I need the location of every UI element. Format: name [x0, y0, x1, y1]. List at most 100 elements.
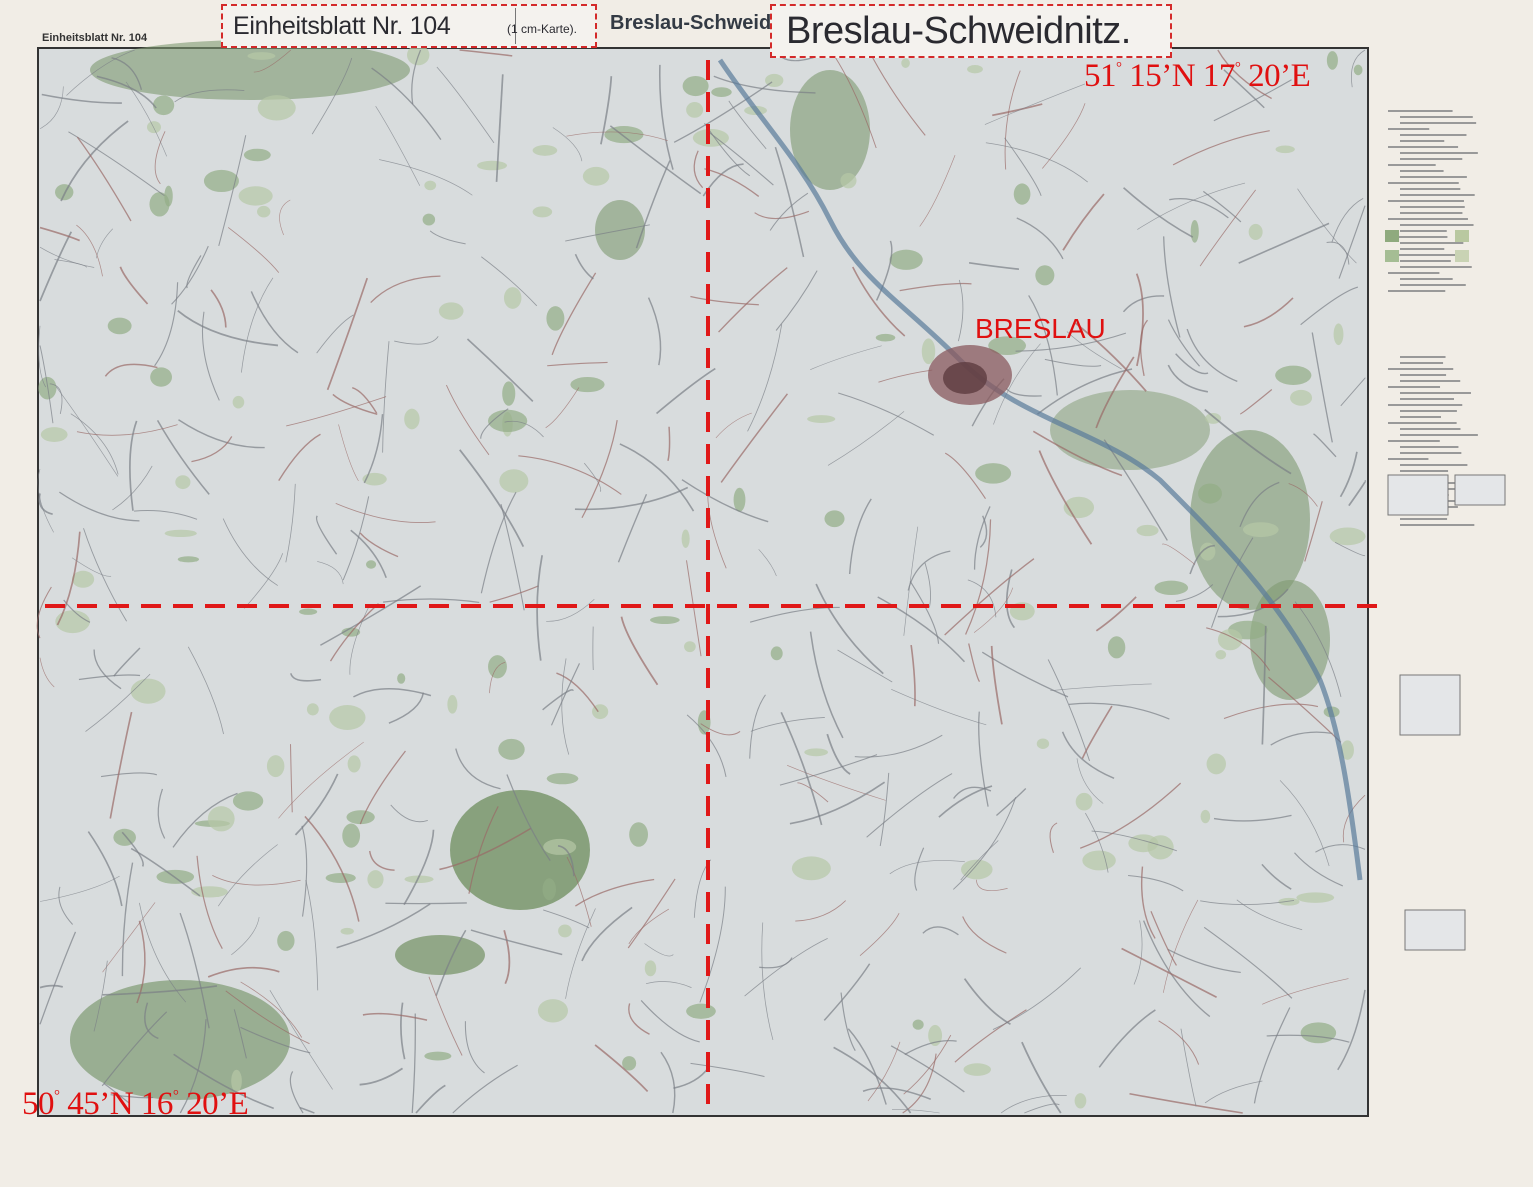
road — [837, 649, 893, 683]
road — [411, 1013, 416, 1114]
road — [349, 605, 370, 675]
road — [1311, 332, 1333, 443]
road — [39, 984, 63, 989]
road — [838, 392, 935, 436]
road — [834, 55, 877, 149]
road — [780, 711, 823, 826]
road — [551, 272, 597, 356]
road — [250, 291, 299, 354]
legend-entry — [1388, 236, 1448, 238]
road — [196, 855, 223, 950]
road — [1081, 705, 1113, 759]
road — [174, 89, 245, 103]
road — [1062, 193, 1105, 251]
legend-diagram — [1399, 674, 1461, 736]
road — [100, 772, 158, 778]
forest-patch — [191, 886, 228, 898]
forest-patch — [807, 415, 836, 423]
road — [789, 781, 886, 825]
legend-entry — [1400, 380, 1461, 382]
road — [269, 990, 333, 1090]
road — [326, 277, 369, 391]
road — [823, 963, 871, 1021]
road — [728, 100, 767, 150]
road — [877, 596, 966, 663]
forest-patch — [546, 772, 579, 785]
legend-entry — [1400, 446, 1459, 448]
road — [1080, 782, 1182, 849]
forest-patch — [875, 333, 896, 342]
legend-entry — [1388, 458, 1429, 460]
forest-patch — [770, 646, 783, 661]
road — [1129, 1092, 1243, 1114]
road — [129, 420, 138, 511]
road — [191, 436, 233, 463]
forest-patch — [1190, 430, 1310, 610]
road — [39, 345, 54, 424]
road — [1150, 911, 1177, 966]
road — [1213, 79, 1292, 122]
road — [103, 1083, 130, 1104]
forest-patch — [988, 336, 1027, 356]
road — [278, 741, 364, 819]
sheet-title-partial: Breslau-Schweid — [610, 12, 772, 34]
road — [1203, 926, 1293, 999]
road — [363, 414, 384, 484]
road — [93, 649, 122, 690]
forest-patch — [629, 822, 649, 847]
forest-patch — [546, 306, 565, 331]
road — [305, 879, 319, 991]
road — [981, 651, 1069, 698]
road — [1200, 900, 1295, 906]
road — [231, 917, 260, 956]
forest-patch — [1082, 850, 1116, 871]
road — [316, 314, 354, 354]
road — [1189, 544, 1215, 575]
road — [110, 1094, 154, 1099]
road — [990, 645, 1003, 725]
road — [1042, 103, 1086, 169]
forest-patch — [422, 213, 436, 226]
forest-patch — [340, 927, 354, 935]
road — [561, 658, 570, 755]
road — [101, 1011, 168, 1087]
road — [1091, 830, 1177, 852]
road — [468, 806, 499, 894]
road — [779, 754, 878, 786]
forest-patch — [604, 126, 644, 144]
road — [133, 510, 198, 520]
road — [56, 531, 81, 626]
road — [1315, 844, 1366, 853]
road — [1095, 356, 1135, 429]
road — [41, 93, 122, 104]
forest-patch — [232, 791, 264, 811]
road — [1128, 874, 1184, 892]
road — [775, 270, 818, 331]
road — [1167, 319, 1201, 367]
road — [700, 723, 741, 736]
road — [833, 1046, 912, 1114]
forest-patch — [1050, 390, 1210, 470]
legend-entry — [1388, 218, 1468, 220]
road — [39, 246, 95, 268]
road — [70, 413, 119, 475]
road — [1204, 408, 1292, 475]
road — [852, 266, 906, 337]
forest-patch — [150, 367, 173, 387]
road — [335, 502, 436, 523]
road — [1032, 430, 1123, 477]
forest-patch — [366, 560, 377, 569]
road — [68, 131, 165, 197]
legend-entry — [1400, 212, 1463, 214]
road — [720, 393, 789, 483]
road — [1300, 286, 1359, 326]
road — [565, 908, 596, 999]
legend-entry — [1388, 272, 1440, 274]
road — [157, 788, 166, 839]
forest-patch — [232, 395, 245, 409]
road — [686, 714, 727, 777]
forest-patch — [130, 678, 166, 704]
forest-patch — [498, 738, 525, 760]
forest-patch — [164, 529, 197, 538]
